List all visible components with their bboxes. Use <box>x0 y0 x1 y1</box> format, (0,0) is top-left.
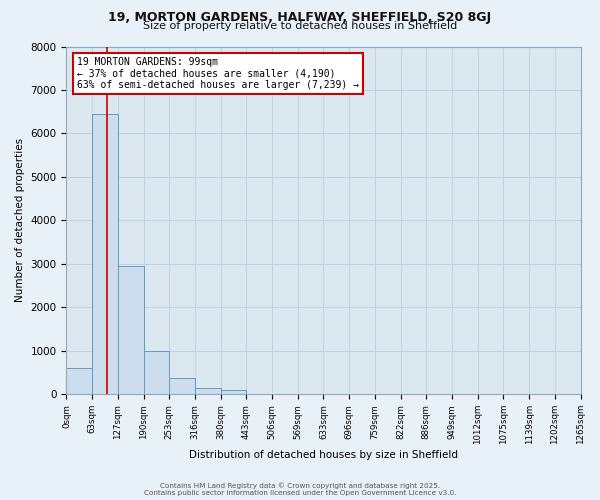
Text: 19, MORTON GARDENS, HALFWAY, SHEFFIELD, S20 8GJ: 19, MORTON GARDENS, HALFWAY, SHEFFIELD, … <box>109 11 491 24</box>
Bar <box>195 388 221 394</box>
Text: 19 MORTON GARDENS: 99sqm
← 37% of detached houses are smaller (4,190)
63% of sem: 19 MORTON GARDENS: 99sqm ← 37% of detach… <box>77 57 359 90</box>
Bar <box>118 266 143 394</box>
Bar <box>169 378 195 394</box>
Text: Contains HM Land Registry data © Crown copyright and database right 2025.: Contains HM Land Registry data © Crown c… <box>160 482 440 489</box>
Bar <box>221 390 247 394</box>
Text: Size of property relative to detached houses in Sheffield: Size of property relative to detached ho… <box>143 21 457 31</box>
X-axis label: Distribution of detached houses by size in Sheffield: Distribution of detached houses by size … <box>189 450 458 460</box>
Bar <box>67 368 92 394</box>
Bar <box>92 114 118 394</box>
Text: Contains public sector information licensed under the Open Government Licence v3: Contains public sector information licen… <box>144 490 456 496</box>
Bar <box>143 351 169 395</box>
Y-axis label: Number of detached properties: Number of detached properties <box>15 138 25 302</box>
